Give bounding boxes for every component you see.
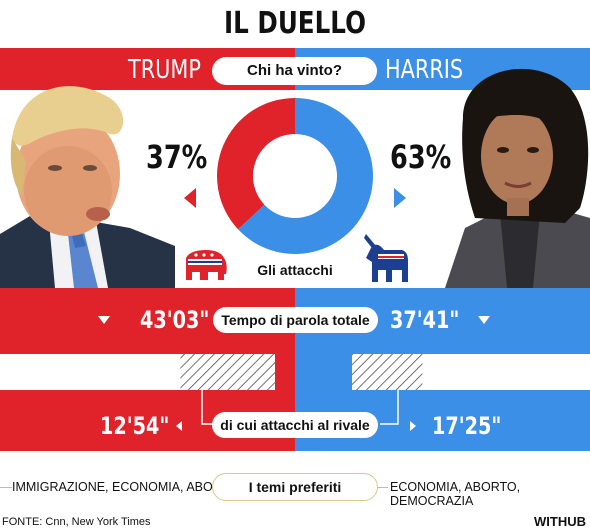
bar-harris-attacks <box>352 354 423 390</box>
left-themes: IMMIGRAZIONE, ECONOMIA, ABORTO <box>12 480 243 494</box>
speaking-time-bar-chart <box>0 354 590 390</box>
left-candidate-name: TRUMP <box>128 55 201 85</box>
left-down-triangle-icon <box>98 316 110 324</box>
left-speaking-time: 43'03" <box>140 306 210 334</box>
left-attack-time: 12'54" <box>100 412 170 440</box>
right-attack-time: 17'25" <box>432 412 502 440</box>
source-note: FONTE: Cnn, New York Times <box>2 516 151 528</box>
republican-elephant-icon <box>186 250 227 280</box>
right-themes: ECONOMIA, ABORTO, DEMOCRAZIA <box>388 480 590 508</box>
attacks-label: Gli attacchi <box>257 262 333 278</box>
right-small-triangle-icon <box>410 421 416 431</box>
speaking-time-pill: Tempo di parola totale <box>213 307 378 333</box>
right-percentage: 63% <box>390 138 452 176</box>
right-triangle-icon <box>394 188 406 208</box>
donut-slice-trump <box>217 98 295 230</box>
bar-trump-attacks <box>180 354 275 390</box>
themes-pill: I temi preferiti <box>212 473 378 501</box>
harris-portrait <box>445 68 590 288</box>
right-down-triangle-icon <box>478 316 490 324</box>
page-title: IL DUELLO <box>224 6 366 41</box>
right-speaking-time: 37'41" <box>390 306 460 334</box>
left-percentage: 37% <box>146 138 208 176</box>
attacks-on-rival-pill: di cui attacchi al rivale <box>212 412 378 438</box>
left-small-triangle-icon <box>176 421 182 431</box>
democratic-donkey-icon <box>364 234 408 282</box>
left-triangle-icon <box>184 188 196 208</box>
brand-logo: WITHUB <box>534 514 586 529</box>
trump-portrait <box>0 86 175 288</box>
winner-donut-chart <box>217 98 373 254</box>
question-pill: Chi ha vinto? <box>212 57 377 85</box>
donut-slice-harris <box>238 98 373 254</box>
right-candidate-name: HARRIS <box>385 55 464 85</box>
